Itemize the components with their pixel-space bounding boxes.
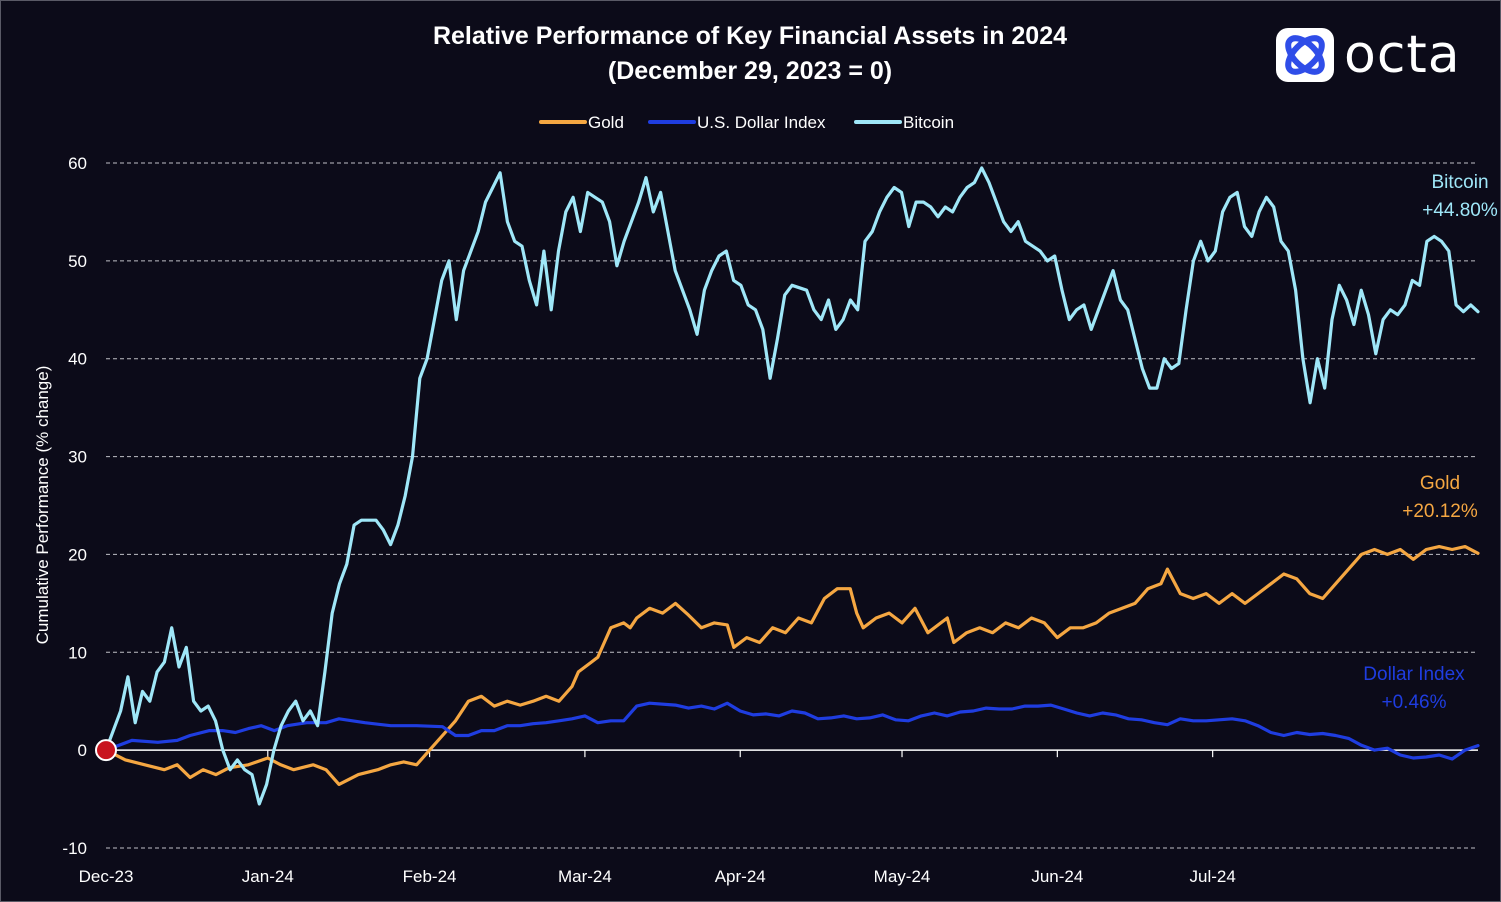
y-tick-labels: 60 50 40 30 20 10 0 -10: [62, 154, 87, 858]
octa-logo: octa: [1276, 25, 1461, 85]
y-tick-label: 0: [78, 741, 87, 760]
annotation-value: +20.12%: [1402, 501, 1478, 522]
y-tick-label: 10: [68, 643, 87, 662]
y-tick-label: 20: [68, 545, 87, 564]
chart-title: Relative Performance of Key Financial As…: [433, 22, 1067, 50]
end-annotations: Bitcoin +44.80% Gold +20.12% Dollar Index +0.…: [1363, 172, 1498, 713]
y-tick-label: 60: [68, 154, 87, 173]
annotation-value: +44.80%: [1422, 200, 1498, 221]
logo-ring-a: [1285, 35, 1325, 75]
annotation-name: Dollar Index: [1363, 664, 1465, 685]
annotation-name: Bitcoin: [1431, 172, 1488, 193]
gridlines: [106, 162, 1478, 849]
x-tick-label: Mar-24: [558, 867, 612, 886]
logo-ring-b: [1285, 35, 1325, 75]
x-tick-label: Jan-24: [242, 867, 294, 886]
annotation-name: Gold: [1420, 473, 1460, 494]
legend-label: Bitcoin: [903, 113, 954, 132]
legend-label: Gold: [588, 113, 624, 132]
x-tick-label: Jun-24: [1031, 867, 1083, 886]
chart-subtitle: (December 29, 2023 = 0): [608, 57, 892, 85]
x-tick-label: Jul-24: [1190, 867, 1236, 886]
y-tick-label: 50: [68, 252, 87, 271]
y-axis-label: Cumulative Performance (% change): [33, 366, 52, 645]
series-line-bitcoin: [104, 166, 1480, 806]
logo-wordmark: octa: [1344, 25, 1461, 85]
logo-badge: [1276, 28, 1334, 82]
x-tick-label: May-24: [874, 867, 931, 886]
legend: Gold U.S. Dollar Index Bitcoin: [539, 113, 954, 132]
y-tick-label: 40: [68, 350, 87, 369]
x-tick-label: Dec-23: [79, 867, 134, 886]
series-line-u-s-dollar-index: [104, 701, 1480, 761]
annotation-value: +0.46%: [1382, 692, 1447, 713]
series-line-gold: [104, 545, 1480, 786]
start-marker: [95, 739, 117, 762]
legend-label: U.S. Dollar Index: [697, 113, 826, 132]
series-lines: [95, 166, 1480, 806]
x-tick-label: Apr-24: [715, 867, 766, 886]
y-tick-label: 30: [68, 448, 87, 467]
x-tick-labels: Dec-23 Jan-24 Feb-24 Mar-24 Apr-24 May-24 Jun-…: [79, 750, 1236, 886]
y-tick-label: -10: [62, 839, 87, 858]
x-tick-label: Feb-24: [403, 867, 457, 886]
